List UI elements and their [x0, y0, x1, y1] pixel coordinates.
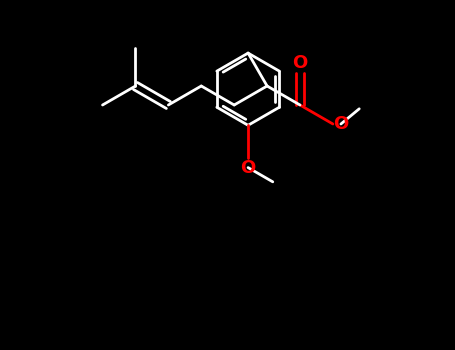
Text: O: O [240, 159, 256, 177]
Text: O: O [333, 115, 349, 133]
Text: O: O [293, 54, 308, 72]
